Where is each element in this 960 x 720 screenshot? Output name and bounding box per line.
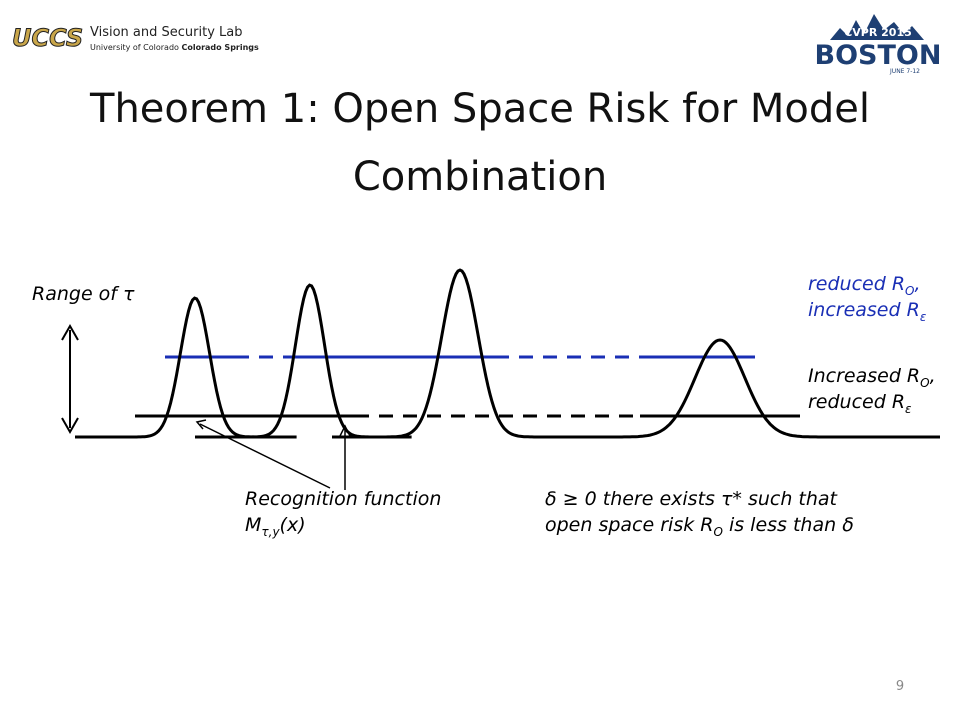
lab-sub: University of Colorado Colorado Springs <box>90 43 259 52</box>
subscript: O <box>905 284 914 298</box>
line-tail: is less than δ <box>723 514 854 536</box>
theorem-label: δ ≥ 0 there exists τ* such that open spac… <box>545 488 854 539</box>
title-line: Combination <box>353 154 607 200</box>
subscript: ε <box>905 402 912 416</box>
subscript: ε <box>920 310 927 324</box>
mid-right-label: Increased RO,reduced Rε​ <box>808 365 936 416</box>
title-line: Theorem 1: Open Space Risk for Model <box>89 86 870 132</box>
page-number: 9 <box>896 679 904 694</box>
subscript: O <box>920 376 929 390</box>
line-text: M <box>245 514 261 536</box>
subscript: τ,y <box>261 525 280 539</box>
line-tail: (x) <box>280 514 306 536</box>
line-text: increased R <box>808 299 920 321</box>
line-text: Increased R <box>808 365 920 387</box>
line-text: open space risk R <box>545 514 713 536</box>
lab-sub-a: University of Colorado <box>90 43 179 52</box>
logo: UCCS <box>12 24 83 52</box>
arrowheads <box>61 323 79 435</box>
top-right-label: reduced RO,increased Rε​ <box>808 273 927 324</box>
subscript: O <box>713 525 722 539</box>
skyline <box>830 14 924 40</box>
line-tail: , <box>915 273 921 295</box>
line-text: reduced R <box>808 391 905 413</box>
line-text: reduced R <box>808 273 905 295</box>
lab-sub-b: Colorado Springs <box>181 43 259 52</box>
gaussian <box>544 338 896 439</box>
conf: CVPR 2015 <box>844 26 912 39</box>
city: BOSTON <box>815 40 942 71</box>
line-text: Recognition function <box>245 488 441 510</box>
range-label: Range of τ <box>32 283 135 305</box>
diagram <box>61 268 940 490</box>
line-text: δ ≥ 0 there exists τ* such that <box>545 488 839 510</box>
line-text: Range of τ <box>32 283 135 305</box>
line-tail: , <box>930 365 936 387</box>
recognition-label: Recognition function Mτ,y(x) <box>245 488 441 539</box>
lab-name: Vision and Security Lab <box>90 25 243 40</box>
dates: JUNE 7-12 <box>889 68 920 75</box>
